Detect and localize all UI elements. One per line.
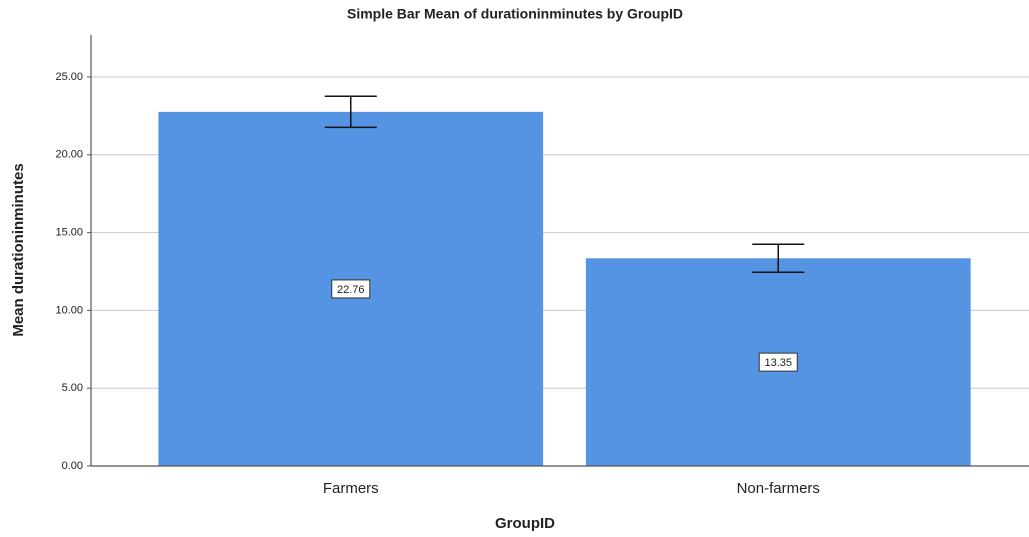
y-tick-label: 25.00 [55,71,83,83]
y-tick-label: 0.00 [62,460,83,472]
value-label-box [331,279,371,299]
value-label-box [758,352,798,372]
y-tick-label: 5.00 [62,382,83,394]
y-tick-label: 10.00 [55,304,83,316]
x-tick-label: Non-farmers [737,480,820,497]
y-axis-label: Mean durationinminutes [10,163,27,336]
y-tick-label: 20.00 [55,149,83,161]
chart-title: Simple Bar Mean of durationinminutes by … [347,6,683,22]
x-tick-label: Farmers [323,480,379,497]
value-label: 13.35 [764,357,792,369]
x-axis-label: GroupID [495,515,555,532]
value-label: 22.76 [337,284,365,296]
y-tick-label: 15.00 [55,227,83,239]
